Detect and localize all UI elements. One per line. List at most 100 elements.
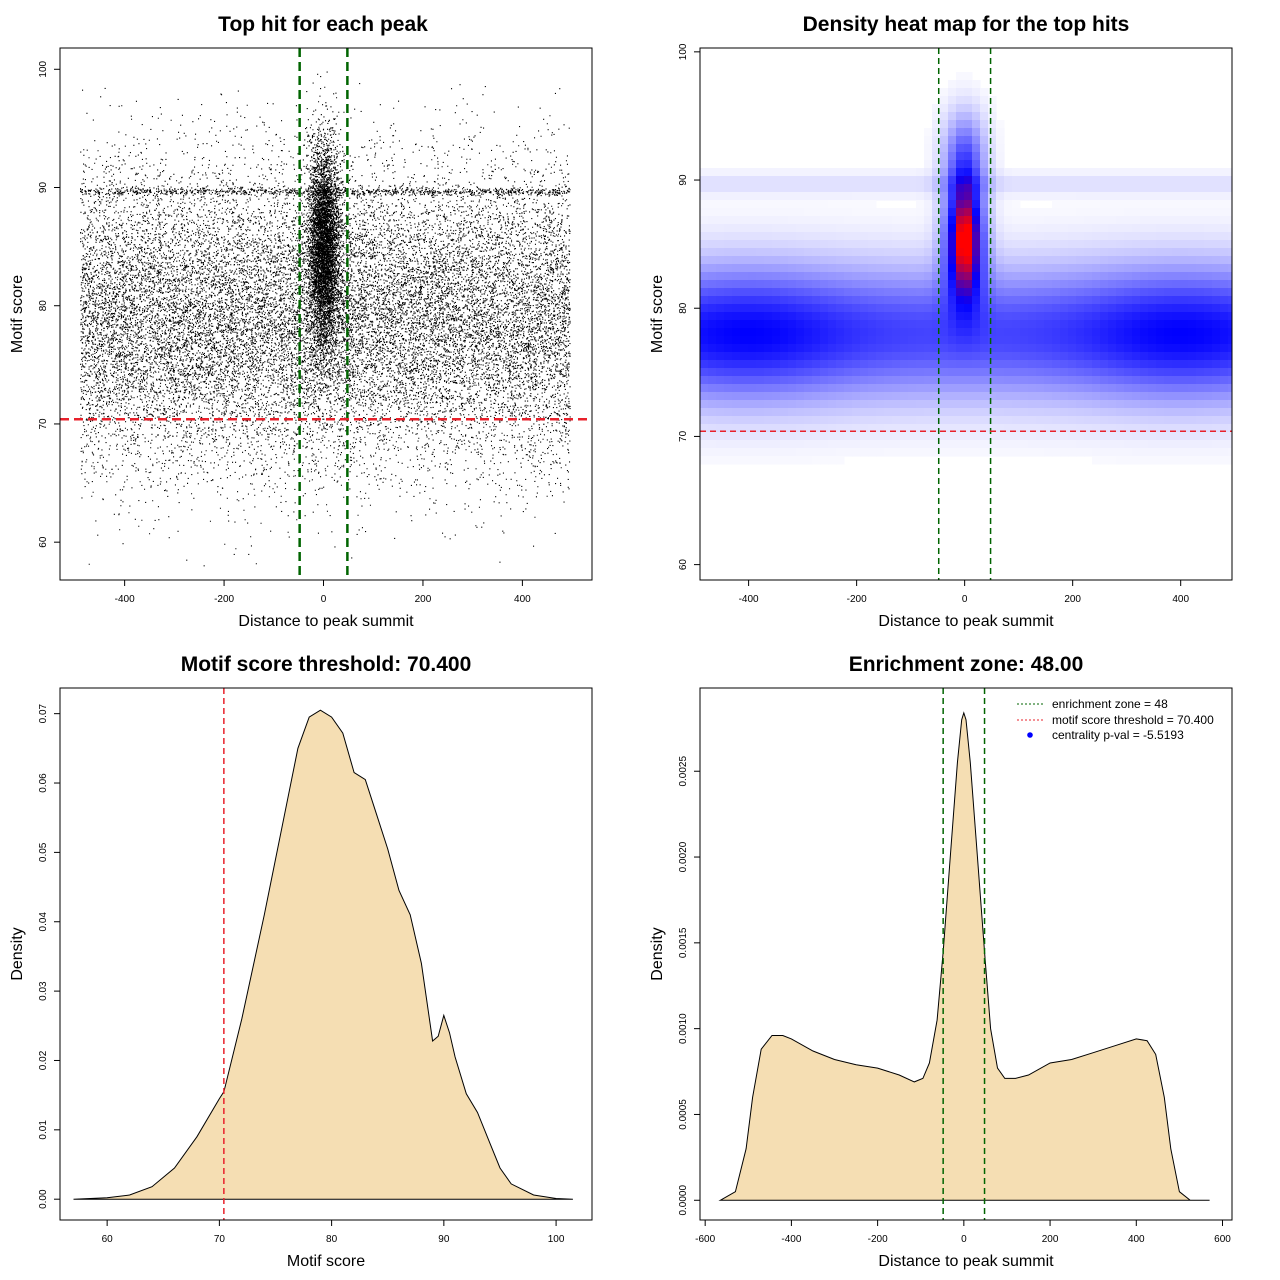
heatmap-cell <box>1172 312 1181 321</box>
heatmap-cell <box>964 240 973 249</box>
heatmap-cell <box>804 448 813 457</box>
heatmap-cell <box>924 160 933 169</box>
heatmap-cell <box>1028 208 1037 217</box>
heatmap-cell <box>708 232 717 241</box>
heatmap-cell <box>724 280 733 289</box>
heatmap-cell <box>988 136 997 145</box>
heatmap-cell <box>1100 272 1109 281</box>
heatmap-cell <box>700 200 709 209</box>
heatmap-cell <box>716 440 725 449</box>
heatmap-cell <box>820 240 829 249</box>
heatmap-cell <box>748 352 757 361</box>
heatmap-cell <box>1132 432 1141 441</box>
heatmap-cell <box>812 240 821 249</box>
heatmap-cell <box>852 288 861 297</box>
heatmap-cell <box>764 208 773 217</box>
heatmap-cell <box>844 256 853 265</box>
heatmap-cell <box>948 384 957 393</box>
heatmap-cell <box>716 344 725 353</box>
heatmap-cell <box>1044 216 1053 225</box>
heatmap-cell <box>836 320 845 329</box>
heatmap-cell <box>1156 176 1165 185</box>
heatmap-cell <box>1068 272 1077 281</box>
heatmap-cell <box>1220 256 1229 265</box>
heatmap-cell <box>1164 184 1173 193</box>
heatmap-cell <box>964 96 973 105</box>
heatmap-cell <box>812 352 821 361</box>
heatmap-cell <box>836 432 845 441</box>
heatmap-cell <box>1196 216 1205 225</box>
heatmap-cell <box>940 208 949 217</box>
heatmap-cell <box>884 360 893 369</box>
heatmap-cell <box>732 320 741 329</box>
heatmap-cell <box>924 312 933 321</box>
heatmap-cell <box>772 176 781 185</box>
heatmap-cell <box>1068 352 1077 361</box>
heatmap-cell <box>924 304 933 313</box>
scatter-x-axis-label: Distance to peak summit <box>238 613 414 630</box>
heatmap-cell <box>772 368 781 377</box>
heatmap-cell <box>1180 360 1189 369</box>
heatmap-cell <box>724 408 733 417</box>
heatmap-cell <box>1100 304 1109 313</box>
heatmap-cell <box>1052 328 1061 337</box>
heatmap-cell <box>940 336 949 345</box>
heatmap-cell <box>940 184 949 193</box>
heatmap-cell <box>1052 280 1061 289</box>
heatmap-cell <box>780 312 789 321</box>
heatmap-cell <box>964 248 973 257</box>
heatmap-cell <box>972 328 981 337</box>
heatmap-cell <box>1052 176 1061 185</box>
heatmap-cell <box>1068 288 1077 297</box>
heatmap-cell <box>1188 392 1197 401</box>
heatmap-cell <box>860 216 869 225</box>
heatmap-cell <box>1140 288 1149 297</box>
heatmap-cell <box>716 288 725 297</box>
heatmap-cell <box>1132 352 1141 361</box>
heatmap-cell <box>1020 360 1029 369</box>
heatmap-cell <box>1172 400 1181 409</box>
heatmap-cell <box>1044 320 1053 329</box>
heatmap-cell <box>1188 328 1197 337</box>
heatmap-cell <box>1132 400 1141 409</box>
heatmap-cell <box>884 344 893 353</box>
heatmap-cell <box>1180 288 1189 297</box>
heatmap-cell <box>876 192 885 201</box>
heatmap-cell <box>732 256 741 265</box>
scatter-points <box>80 71 571 567</box>
heatmap-cell <box>764 456 773 465</box>
heatmap-reference-lines <box>700 48 1232 580</box>
heatmap-cell <box>828 208 837 217</box>
heatmap-cell <box>988 312 997 321</box>
heatmap-cell <box>996 144 1005 153</box>
heatmap-cell <box>908 256 917 265</box>
heatmap-cell <box>1116 416 1125 425</box>
score-density-curve <box>73 709 573 1200</box>
heatmap-cell <box>932 224 941 233</box>
heatmap-cell <box>860 232 869 241</box>
heatmap-cell <box>1172 352 1181 361</box>
heatmap-cell <box>1060 320 1069 329</box>
heatmap-cell <box>1220 288 1229 297</box>
heatmap-cell <box>876 264 885 273</box>
heatmap-cell <box>1028 264 1037 273</box>
heatmap-cell <box>916 272 925 281</box>
heatmap-cell <box>1212 384 1221 393</box>
heatmap-cell <box>708 304 717 313</box>
heatmap-cell <box>1100 320 1109 329</box>
legend-threshold-label: motif score threshold = 70.400 <box>1052 713 1214 727</box>
heatmap-cell <box>1012 328 1021 337</box>
heatmap-cell <box>820 216 829 225</box>
heatmap-cell <box>1052 296 1061 305</box>
heatmap-cell <box>1148 320 1157 329</box>
heatmap-cell <box>756 368 765 377</box>
heatmap-cell <box>844 184 853 193</box>
heatmap-cell <box>852 272 861 281</box>
heatmap-cell <box>1004 448 1013 457</box>
heatmap-cell <box>724 168 733 177</box>
heatmap-cell <box>764 264 773 273</box>
heatmap-cell <box>1084 248 1093 257</box>
heatmap-cell <box>1212 320 1221 329</box>
heatmap-cell <box>900 432 909 441</box>
